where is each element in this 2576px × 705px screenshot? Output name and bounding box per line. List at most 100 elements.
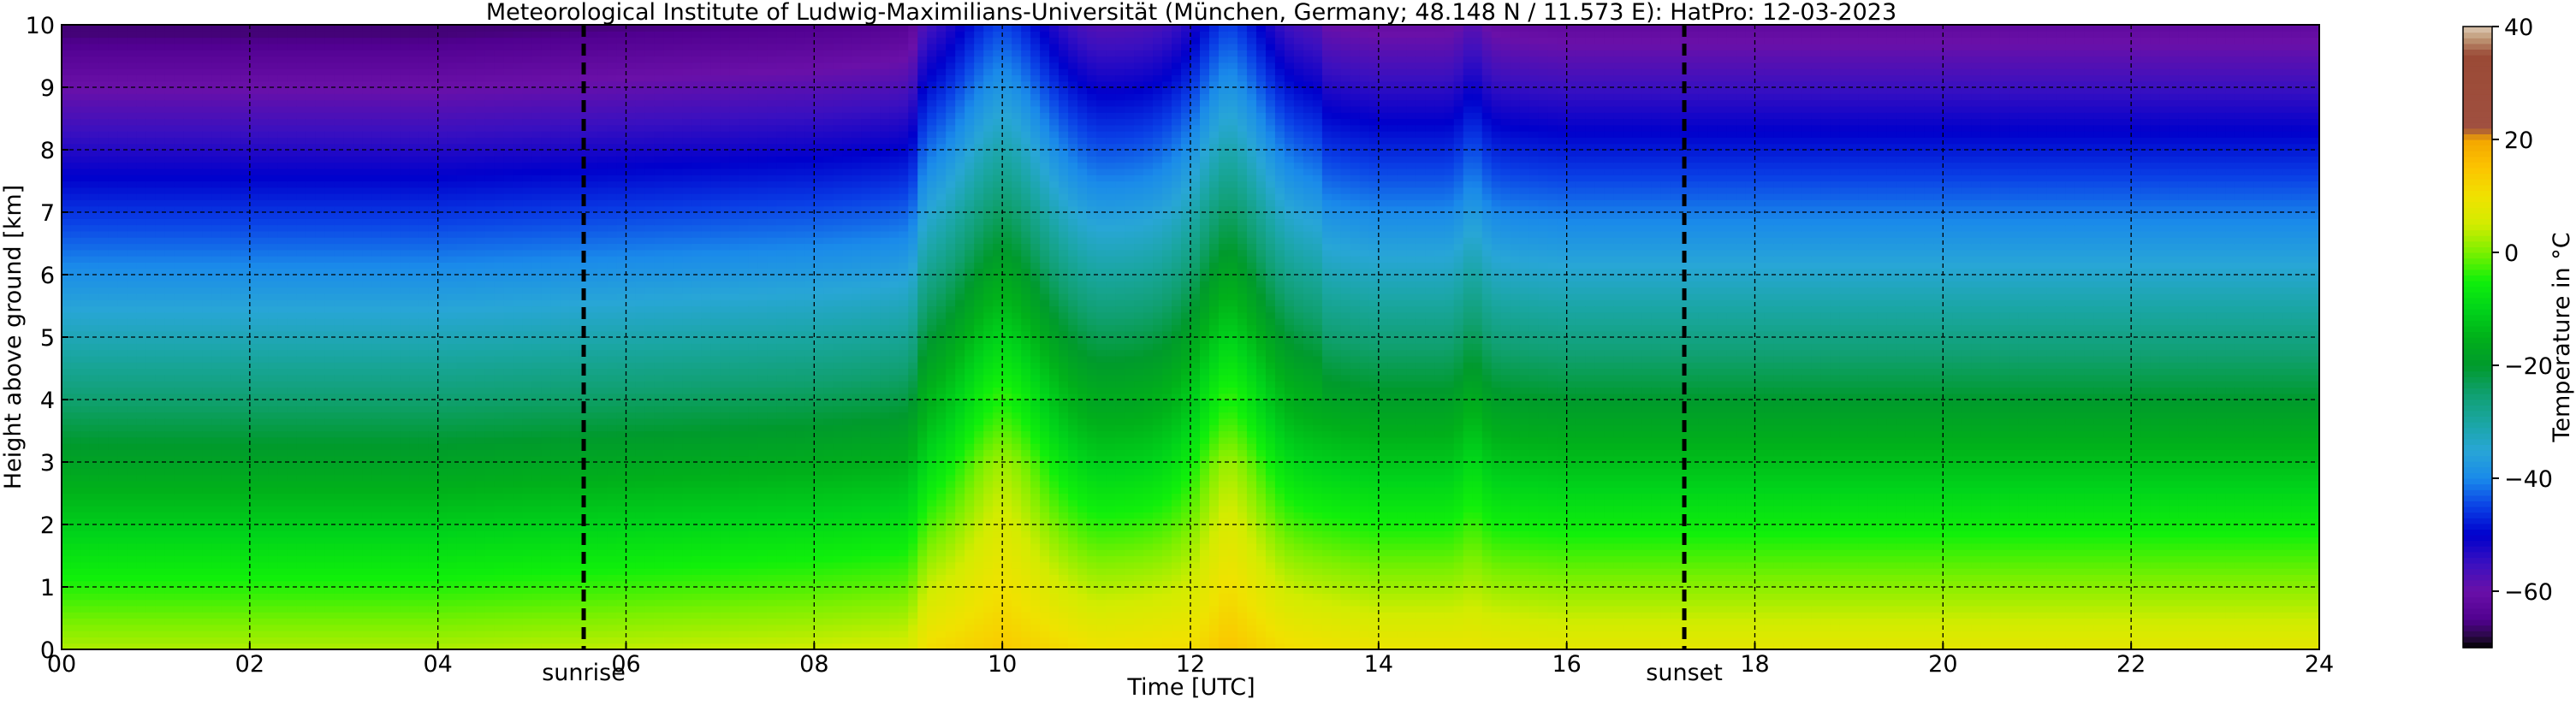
heatmap-cell (447, 31, 458, 39)
heatmap-cell (475, 62, 486, 69)
heatmap-cell (164, 462, 175, 469)
heatmap-cell (371, 105, 383, 113)
heatmap-cell (447, 542, 458, 550)
heatmap-cell (362, 74, 373, 82)
heatmap-cell (145, 212, 157, 219)
heatmap-cell (117, 574, 128, 582)
heatmap-cell (249, 168, 260, 175)
heatmap-cell (409, 256, 420, 263)
heatmap-cell (456, 175, 467, 182)
heatmap-cell (98, 637, 110, 644)
heatmap-cell (164, 318, 175, 325)
heatmap-cell (193, 568, 204, 575)
heatmap-cell (70, 362, 81, 370)
heatmap-cell (447, 349, 458, 357)
heatmap-cell (287, 124, 298, 132)
heatmap-cell (211, 593, 223, 601)
heatmap-cell (334, 37, 345, 44)
heatmap-cell (466, 162, 477, 169)
heatmap-cell (108, 275, 119, 281)
heatmap-cell (183, 436, 194, 444)
heatmap-cell (334, 281, 345, 288)
heatmap-cell (268, 287, 279, 294)
heatmap-cell (513, 37, 524, 44)
heatmap-cell (296, 637, 307, 644)
heatmap-cell (324, 287, 335, 294)
heatmap-cell (456, 268, 467, 275)
heatmap-cell (371, 287, 383, 294)
heatmap-cell (230, 162, 241, 169)
heatmap-cell (343, 400, 354, 406)
heatmap-cell (174, 480, 185, 488)
heatmap-cell (240, 262, 251, 270)
heatmap-cell (334, 368, 345, 376)
heatmap-cell (324, 131, 335, 138)
heatmap-cell (437, 555, 448, 563)
heatmap-cell (221, 137, 232, 145)
heatmap-cell (353, 318, 364, 325)
heatmap-cell (418, 80, 430, 88)
heatmap-cell (503, 99, 514, 107)
heatmap-cell (418, 193, 430, 200)
heatmap-cell (315, 542, 326, 550)
heatmap-cell (371, 374, 383, 382)
heatmap-cell (324, 612, 335, 619)
heatmap-cell (390, 181, 401, 188)
heatmap-cell (484, 349, 496, 357)
heatmap-cell (98, 112, 110, 120)
heatmap-cell (117, 305, 128, 313)
heatmap-cell (306, 512, 317, 519)
heatmap-cell (145, 362, 157, 370)
heatmap-cell (381, 549, 392, 557)
heatmap-cell (494, 237, 505, 245)
heatmap-cell (98, 218, 110, 226)
heatmap-cell (277, 631, 288, 637)
heatmap-cell (324, 50, 335, 57)
heatmap-cell (371, 187, 383, 194)
heatmap-cell (334, 187, 345, 194)
heatmap-cell (353, 43, 364, 50)
heatmap-cell (466, 393, 477, 400)
heatmap-cell (400, 150, 411, 157)
heatmap-cell (202, 281, 213, 288)
heatmap-cell (409, 330, 420, 338)
heatmap-cell (447, 68, 458, 75)
heatmap-cell (174, 262, 185, 270)
heatmap-cell (230, 561, 241, 569)
heatmap-cell (145, 474, 157, 482)
heatmap-cell (230, 393, 241, 400)
heatmap-cell (296, 156, 307, 163)
heatmap-cell (240, 305, 251, 313)
heatmap-cell (494, 175, 505, 182)
heatmap-cell (174, 424, 185, 432)
heatmap-cell (428, 212, 439, 219)
heatmap-cell (211, 493, 223, 501)
heatmap-cell (418, 612, 430, 619)
heatmap-cell (258, 555, 270, 563)
heatmap-cell (381, 374, 392, 382)
heatmap-cell (447, 355, 458, 363)
heatmap-cell (98, 468, 110, 476)
heatmap-cell (409, 443, 420, 450)
heatmap-cell (390, 68, 401, 75)
heatmap-cell (513, 568, 524, 575)
heatmap-cell (447, 105, 458, 113)
heatmap-cell (447, 256, 458, 263)
heatmap-cell (306, 305, 317, 313)
heatmap-cell (428, 68, 439, 75)
heatmap-cell (240, 299, 251, 307)
heatmap-cell (334, 487, 345, 495)
heatmap-cell (371, 205, 383, 213)
heatmap-cell (466, 455, 477, 463)
heatmap-cell (466, 555, 477, 563)
heatmap-cell (390, 524, 401, 531)
heatmap-cell (343, 181, 354, 188)
heatmap-cell (456, 305, 467, 313)
heatmap-cell (70, 618, 81, 625)
heatmap-cell (174, 455, 185, 463)
heatmap-cell (89, 387, 100, 394)
heatmap-cell (437, 400, 448, 406)
heatmap-cell (193, 318, 204, 325)
heatmap-cell (202, 355, 213, 363)
heatmap-cell (240, 112, 251, 120)
